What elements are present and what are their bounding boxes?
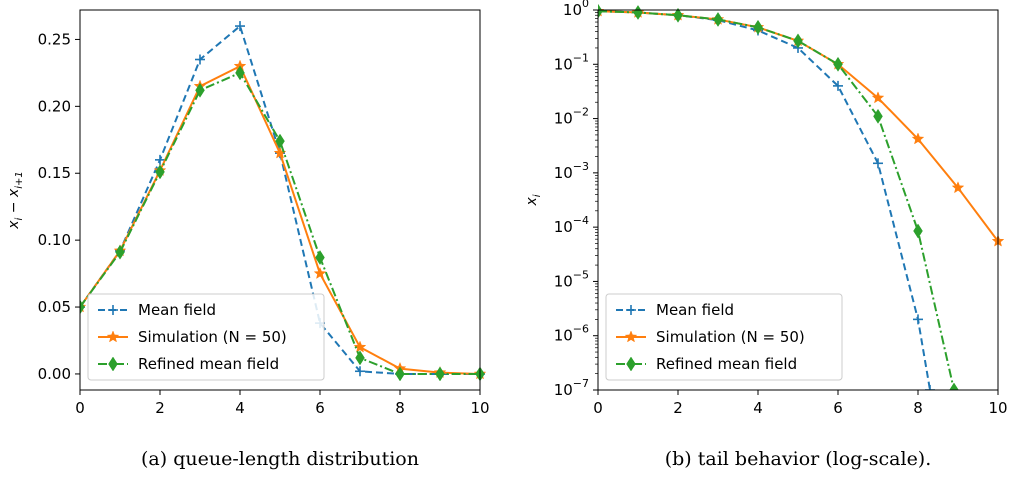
legend-entry: Mean field — [98, 301, 216, 319]
y-tick-label: 10−5 — [554, 268, 589, 290]
y-axis-label: xi​ − xi+1​ — [6, 171, 25, 230]
panel-a-queue-length-distribution: 0 2 4 6 8 10 0.00 0.05 0.10 0.15 0.20 0.25 xi​ − xi+… — [6, 9, 490, 417]
y-tick-label: 0.20 — [38, 97, 71, 115]
legend-marker — [106, 330, 120, 343]
legend-marker — [626, 305, 636, 315]
legend-entry: Simulation (N = 50) — [98, 328, 287, 346]
legend-entry: Refined mean field — [98, 355, 279, 373]
data-point — [913, 223, 923, 239]
y-tick-label: 0.15 — [38, 164, 71, 182]
data-point — [395, 366, 405, 382]
x-tick-label: 2 — [673, 399, 683, 417]
legend-marker — [624, 330, 638, 343]
x-tick-label: 4 — [753, 399, 763, 417]
legend-marker — [626, 356, 636, 372]
y-tick-label: 10−1 — [554, 51, 589, 73]
x-tick-label: 10 — [988, 399, 1007, 417]
legend: Mean field Simulation (N = 50) Refined mea… — [605, 293, 843, 381]
data-point — [873, 108, 883, 124]
y-tick-label: 0.25 — [38, 30, 71, 48]
legend-marker — [108, 305, 118, 315]
data-point — [195, 54, 205, 65]
legend-label: Refined mean field — [656, 355, 797, 373]
series-3 — [80, 65, 485, 382]
data-point — [673, 7, 683, 23]
legend: Mean field Simulation (N = 50) Refined mea… — [87, 293, 325, 381]
data-point — [155, 154, 165, 165]
caption-b: (b) tail behavior (log-scale). — [664, 448, 932, 470]
data-point — [949, 382, 959, 390]
data-point — [235, 65, 245, 81]
legend-label: Mean field — [138, 301, 216, 319]
data-point — [155, 164, 165, 180]
x-tick-label: 4 — [235, 399, 245, 417]
data-point — [195, 82, 205, 98]
x-tick-label: 10 — [470, 399, 489, 417]
x-tick-label: 0 — [593, 399, 603, 417]
panel-b-tail-behavior-log-scale: 0 2 4 6 8 10 10−7 10−6 10−5 10−4 10−3 10−2 10−1 100 xi… — [524, 0, 1008, 417]
data-point — [871, 91, 885, 104]
data-point — [80, 299, 85, 315]
data-point — [833, 80, 843, 91]
data-point — [598, 3, 603, 19]
data-point — [913, 314, 923, 325]
y-tick-label: 100 — [563, 0, 589, 19]
data-point — [115, 244, 125, 260]
legend-entry: Simulation (N = 50) — [616, 328, 805, 346]
legend-entry: Refined mean field — [616, 355, 797, 373]
data-point — [753, 19, 763, 35]
data-point — [315, 250, 325, 265]
y-tick-label: 0.10 — [38, 231, 71, 249]
data-point — [313, 266, 327, 280]
y-tick-label: 10−4 — [554, 214, 589, 236]
series-3 — [598, 3, 959, 390]
data-point — [435, 366, 445, 382]
y-tick-label: 10−2 — [554, 106, 589, 128]
data-point — [355, 350, 365, 366]
legend-label: Refined mean field — [138, 355, 279, 373]
y-tick-label: 0.05 — [38, 298, 71, 316]
y-tick-label: 10−6 — [554, 323, 589, 345]
caption-a: (a) queue-length distribution — [141, 448, 419, 470]
figure: 0 2 4 6 8 10 0.00 0.05 0.10 0.15 0.20 0.25 xi​ − xi+… — [6, 0, 1008, 417]
y-tick-label: 10−3 — [554, 160, 589, 182]
data-point — [833, 56, 843, 72]
series-line — [598, 10, 955, 390]
data-point — [925, 385, 935, 390]
data-point — [951, 181, 965, 194]
legend-label: Simulation (N = 50) — [138, 328, 287, 346]
y-tick-label: 10−7 — [554, 377, 589, 399]
legend-box — [87, 293, 325, 381]
x-tick-label: 6 — [315, 399, 325, 417]
axes-frame — [79, 9, 481, 391]
legend-marker — [108, 356, 118, 372]
legend-label: Mean field — [656, 301, 734, 319]
data-point — [713, 11, 723, 27]
legend-label: Simulation (N = 50) — [656, 328, 805, 346]
x-tick-label: 8 — [395, 399, 405, 417]
data-point — [873, 158, 883, 169]
axes-frame — [597, 9, 999, 391]
legend-box — [605, 293, 843, 381]
data-point — [793, 33, 803, 49]
x-tick-label: 0 — [75, 399, 85, 417]
x-tick-label: 6 — [833, 399, 843, 417]
data-point — [353, 340, 367, 353]
y-axis-label: xi​ — [524, 194, 543, 206]
data-point — [355, 366, 365, 377]
x-tick-label: 2 — [155, 399, 165, 417]
x-tick-label: 8 — [913, 399, 923, 417]
data-point — [235, 21, 245, 32]
y-tick-label: 0.00 — [38, 365, 71, 383]
data-point — [911, 132, 925, 145]
series-line — [80, 71, 480, 375]
legend-entry: Mean field — [616, 301, 734, 319]
data-point — [275, 133, 285, 149]
